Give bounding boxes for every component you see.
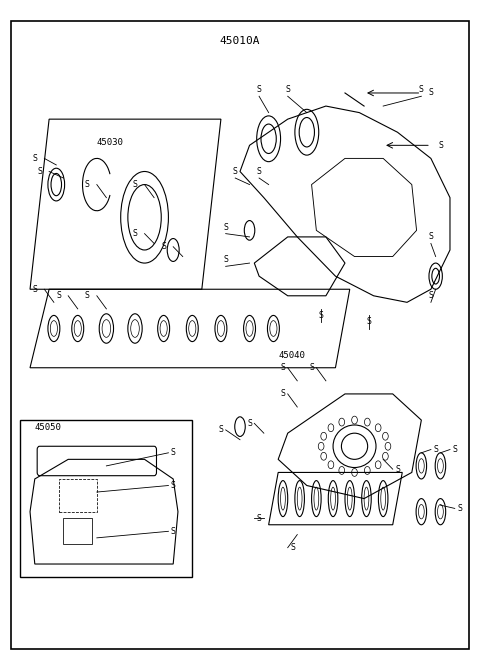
Text: S: S (85, 180, 90, 189)
Text: 45010A: 45010A (220, 35, 260, 45)
Text: S: S (171, 527, 176, 536)
Text: 45030: 45030 (97, 139, 124, 147)
Text: S: S (171, 481, 176, 490)
Text: S: S (56, 291, 61, 300)
Text: S: S (438, 141, 443, 150)
Text: S: S (281, 363, 285, 373)
Text: S: S (218, 425, 223, 434)
Text: S: S (132, 229, 137, 238)
Text: S: S (429, 291, 433, 300)
Text: S: S (257, 85, 262, 94)
Text: S: S (429, 233, 433, 241)
Text: S: S (33, 284, 37, 294)
Text: S: S (433, 445, 438, 454)
Text: 45040: 45040 (278, 351, 305, 360)
Text: S: S (452, 445, 457, 454)
Text: S: S (233, 167, 238, 176)
Text: S: S (223, 223, 228, 232)
Text: S: S (319, 311, 324, 320)
Text: S: S (257, 167, 262, 176)
Text: S: S (171, 448, 176, 457)
Text: S: S (33, 154, 37, 163)
Text: S: S (457, 504, 462, 513)
Text: S: S (395, 464, 400, 474)
Text: S: S (366, 317, 371, 327)
Bar (21, 420, 192, 577)
Text: S: S (85, 291, 90, 300)
Text: S: S (223, 256, 228, 264)
Text: S: S (419, 85, 424, 94)
Text: 45050: 45050 (35, 423, 61, 432)
Text: S: S (37, 167, 42, 176)
Text: S: S (257, 514, 262, 523)
Text: S: S (247, 419, 252, 428)
Text: S: S (132, 180, 137, 189)
Text: S: S (285, 85, 290, 94)
Text: S: S (429, 89, 433, 97)
Text: S: S (281, 390, 285, 398)
Text: S: S (309, 363, 314, 373)
Text: S: S (290, 543, 295, 552)
Text: S: S (161, 242, 166, 251)
